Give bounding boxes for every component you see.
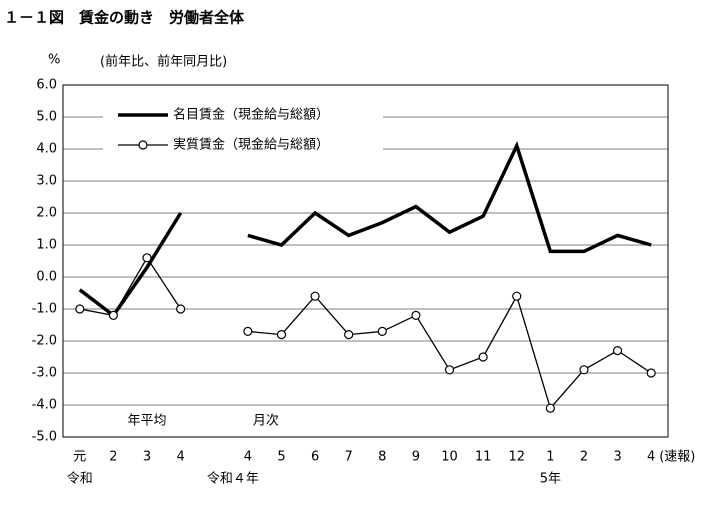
era-label: 5年 [540, 472, 561, 487]
y-tick-label: 4.0 [36, 142, 57, 157]
point [612, 346, 623, 356]
x-tick-label: 4 [244, 450, 252, 465]
legend-box [103, 95, 383, 161]
y-tick-label: -2.0 [32, 334, 57, 349]
x-tick-label: 3 [613, 450, 621, 465]
y-tick-label: 0.0 [36, 270, 57, 285]
plot-frame [62, 84, 669, 438]
x-tick-label: 12 [508, 450, 525, 465]
x-tick-label: 2 [580, 450, 588, 465]
point [243, 326, 253, 336]
x-tick-label: 10 [441, 450, 458, 465]
x-tick-label: 6 [311, 450, 319, 465]
point [444, 365, 455, 375]
point [579, 365, 589, 375]
point [108, 310, 119, 320]
point [646, 368, 656, 378]
x-tick-label: 9 [412, 450, 420, 465]
x-tick-label: 4 [647, 450, 655, 465]
y-tick-label: 1.0 [36, 238, 57, 253]
x-tick-label: 1 [546, 450, 554, 465]
period-label: 月次 [253, 413, 279, 429]
y-tick-label: 2.0 [36, 206, 57, 221]
chart-title: １－１図 賃金の動き 労働者全体 [4, 9, 245, 27]
series-line [247, 294, 652, 410]
legend-label: 名目賃金（現金給与総額） [173, 107, 329, 123]
subtitle: (前年比、前年同月比) [100, 54, 227, 70]
x-tick-label: 4 [176, 450, 184, 465]
y-tick-label: 3.0 [36, 174, 57, 189]
x-tick-label: 8 [378, 450, 386, 465]
point [176, 304, 186, 314]
y-tick-label: -4.0 [32, 398, 57, 413]
x-tick-label: 3 [143, 450, 151, 465]
series-line [79, 256, 182, 317]
point [142, 253, 152, 263]
x-tick-label: 元 [73, 450, 86, 465]
point [411, 310, 421, 320]
x-tick-label: 11 [475, 450, 492, 465]
era-label: 令和４年 [207, 472, 259, 487]
x-tick-label: 2 [109, 450, 117, 465]
point [478, 352, 488, 362]
point [344, 330, 354, 340]
y-tick-label: -1.0 [32, 302, 57, 317]
y-unit: % [48, 53, 60, 68]
period-label: 年平均 [128, 414, 167, 429]
point [310, 291, 320, 301]
x-tick-label: 5 [277, 450, 285, 465]
point [512, 291, 522, 301]
y-tick-label: 5.0 [36, 110, 57, 125]
legend-marker [138, 140, 148, 150]
era-label: 令和 [67, 472, 93, 487]
series-line [247, 141, 652, 254]
series-line [78, 212, 183, 318]
y-tick-label: -5.0 [32, 430, 57, 445]
y-tick-label: -3.0 [32, 366, 57, 381]
x-note: (速報) [659, 450, 695, 465]
y-tick-label: 6.0 [36, 78, 57, 93]
x-tick-label: 7 [345, 450, 353, 465]
point [75, 304, 85, 314]
point [276, 330, 287, 340]
point [377, 326, 387, 336]
point [545, 403, 555, 413]
legend-label: 実質賃金（現金給与総額） [173, 137, 329, 153]
